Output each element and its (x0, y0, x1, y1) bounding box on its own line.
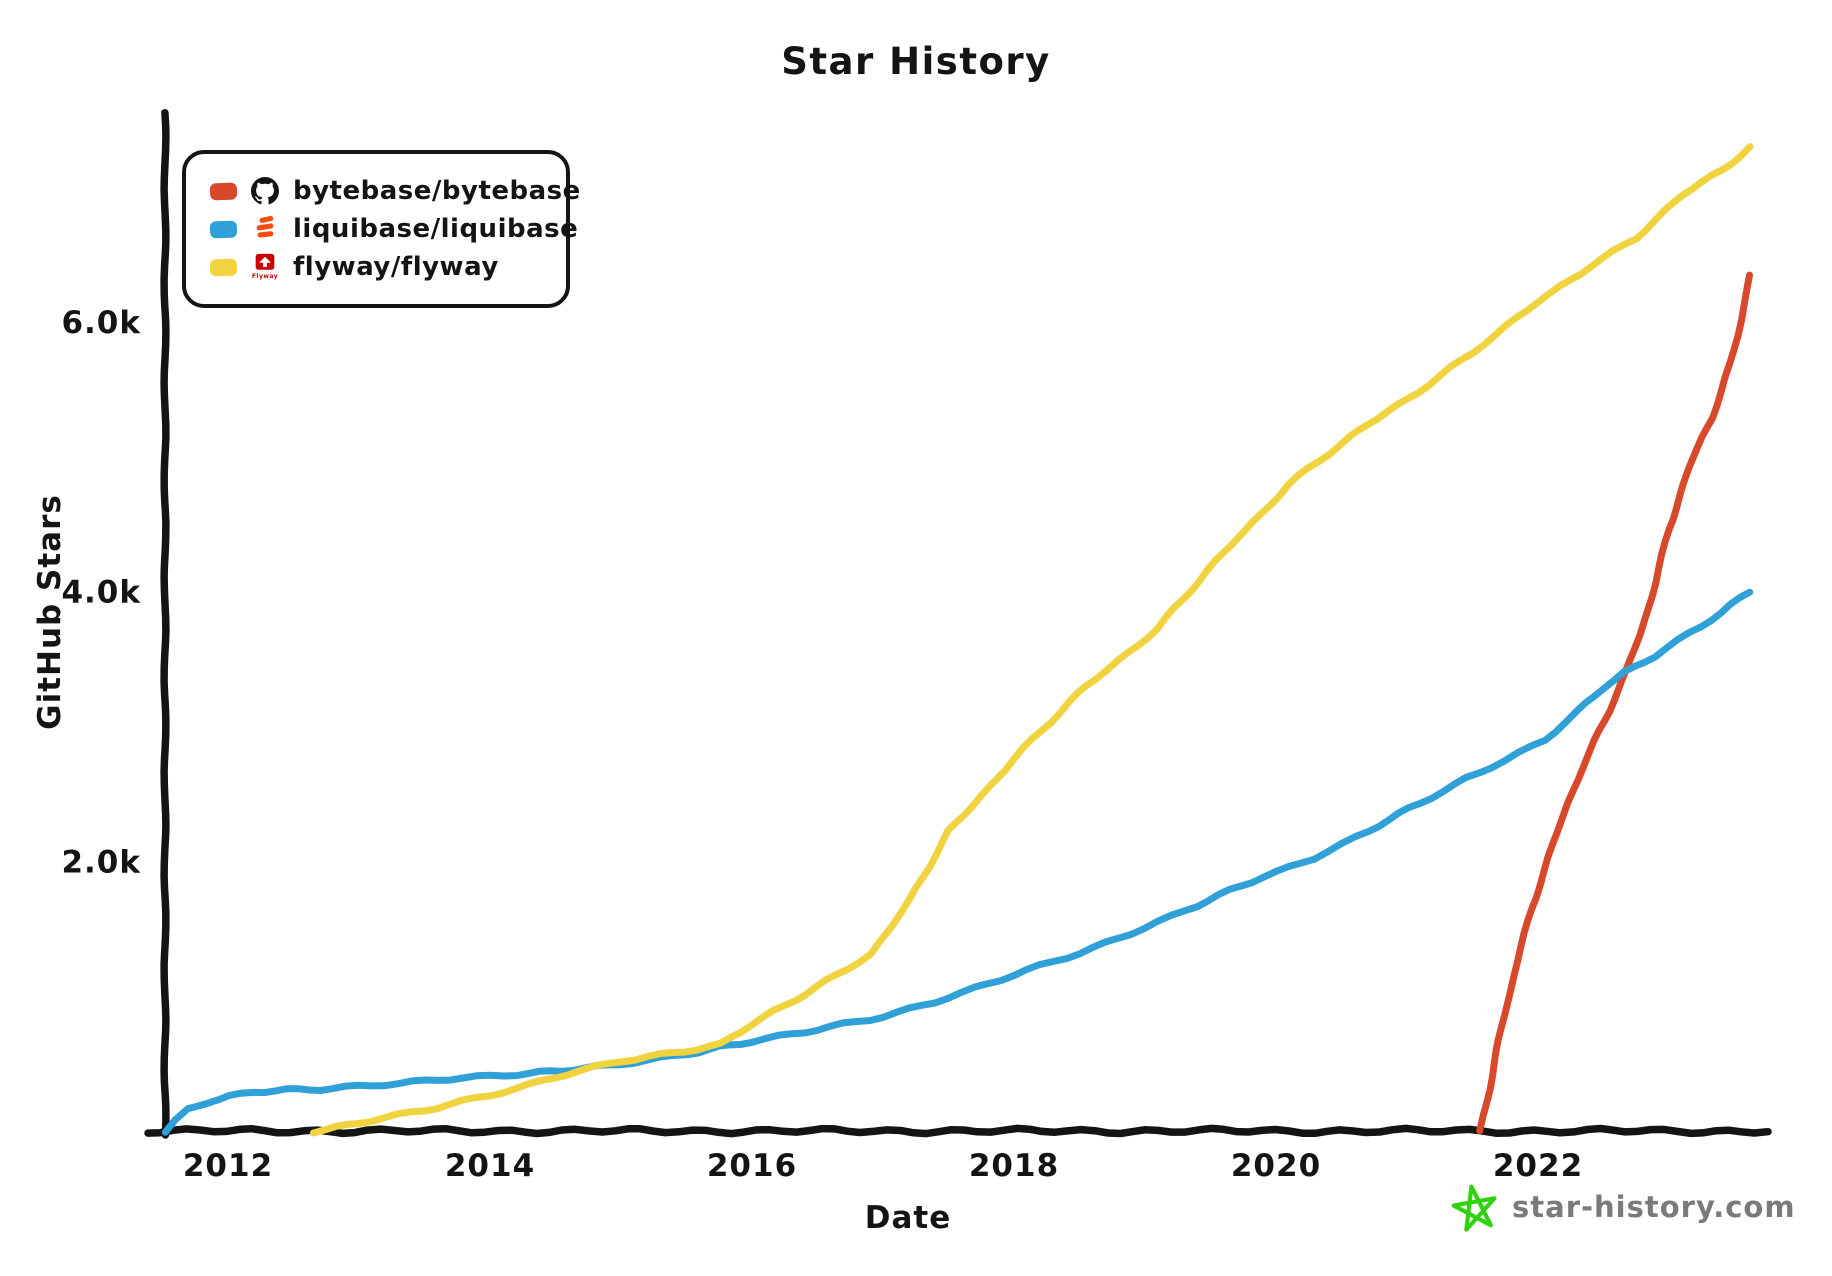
legend-label-liquibase: liquibase/liquibase (293, 214, 579, 244)
series-line-bytebase (1476, 271, 1753, 1135)
y-axis-title: GitHub Stars (32, 494, 68, 730)
x-axis (144, 1124, 1772, 1138)
green-star-icon (1451, 1184, 1497, 1232)
legend-label-flyway: flyway/flyway (293, 252, 499, 282)
star-history-watermark[interactable]: star-history.com (1450, 1180, 1796, 1234)
flyway-logo-icon: Flyway (250, 252, 280, 282)
legend-swatch-flyway (209, 258, 238, 276)
series-line-flyway (309, 143, 1754, 1137)
liquibase-logo-icon (250, 214, 280, 244)
series-line-liquibase (161, 588, 1754, 1136)
legend: bytebase/bytebase liquibase/liquibase Fl… (182, 150, 580, 308)
y-tick-label-4.0k: 4.0k (61, 575, 141, 611)
legend-swatch-liquibase (209, 220, 238, 238)
x-tick-label-2020: 2020 (1231, 1148, 1321, 1184)
x-tick-label-2022: 2022 (1493, 1148, 1583, 1184)
legend-label-bytebase: bytebase/bytebase (293, 176, 581, 206)
x-tick-label-2018: 2018 (969, 1148, 1059, 1184)
legend-swatch-bytebase (209, 182, 238, 200)
legend-item-liquibase[interactable]: liquibase/liquibase (209, 214, 578, 244)
y-axis (160, 108, 170, 1139)
x-tick-label-2014: 2014 (445, 1148, 535, 1184)
chart-title: Star History (781, 40, 1051, 83)
x-tick-label-2012: 2012 (183, 1148, 273, 1184)
legend-item-bytebase[interactable]: bytebase/bytebase (209, 176, 580, 206)
x-axis-title: Date (864, 1200, 952, 1236)
x-tick-label-2016: 2016 (707, 1148, 797, 1184)
watermark-text: star-history.com (1512, 1190, 1796, 1224)
legend-item-flyway[interactable]: Flyway flyway/flyway (209, 252, 566, 282)
github-octocat-icon (250, 176, 280, 206)
svg-text:Flyway: Flyway (252, 273, 278, 280)
y-tick-label-2.0k: 2.0k (61, 844, 141, 880)
y-tick-label-6.0k: 6.0k (61, 305, 141, 341)
